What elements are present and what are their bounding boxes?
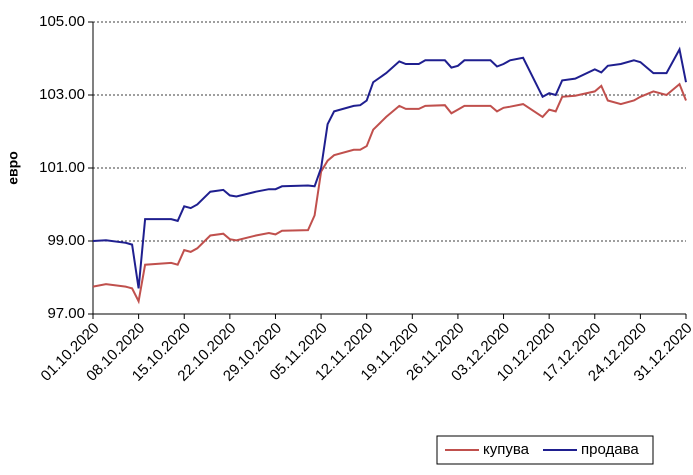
legend-label: продава [581, 441, 639, 458]
series-line [92, 82, 687, 305]
y-tick-label: 105.00 [39, 13, 85, 30]
y-tick-label: 103.00 [39, 86, 85, 103]
y-tick-label: 101.00 [39, 159, 85, 176]
legend-label: купува [483, 441, 530, 458]
series-line [92, 46, 687, 289]
y-axis-label: евро [5, 151, 21, 185]
y-tick-label: 99.00 [47, 232, 85, 249]
y-tick-label: 97.00 [47, 305, 85, 322]
